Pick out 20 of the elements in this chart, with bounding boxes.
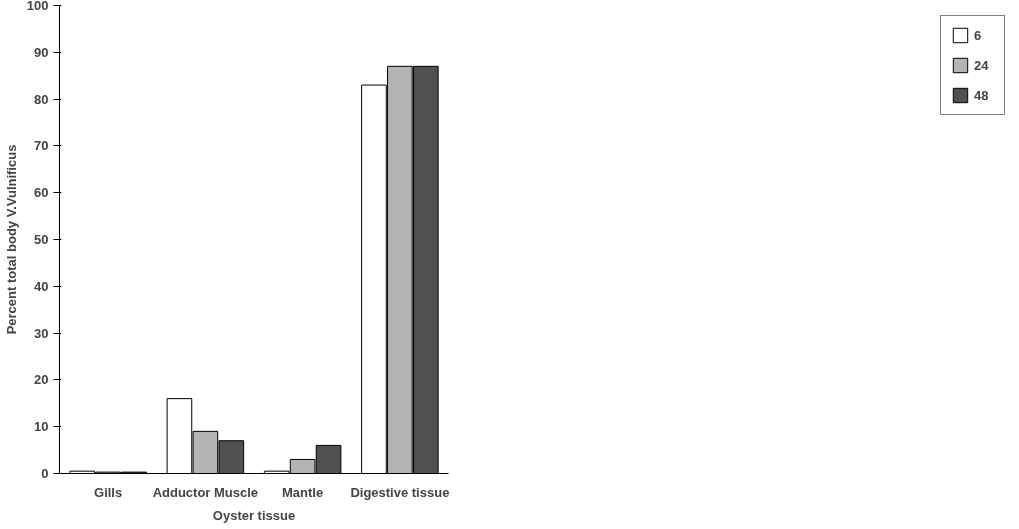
- x-tick-label: Mantle: [282, 484, 324, 500]
- y-tick-label: 0: [41, 466, 49, 481]
- legend-label: 24: [974, 57, 990, 73]
- y-tick-label: 20: [34, 372, 49, 388]
- y-tick-label: 50: [34, 232, 49, 247]
- y-tick-label: 60: [34, 185, 49, 201]
- x-tick-label: Adductor Muscle: [152, 484, 259, 500]
- y-axis-title: Percent total body V.Vulnificus: [3, 144, 19, 335]
- legend-label: 48: [974, 87, 990, 103]
- x-axis-title: Oyster tissue: [212, 507, 296, 523]
- x-tick-label: Gills: [94, 484, 123, 500]
- y-tick-label: 10: [34, 419, 49, 435]
- y-tick-label: 40: [34, 278, 49, 294]
- x-tick-label: Digestive tissue: [350, 484, 450, 500]
- y-tick-label: 90: [34, 44, 49, 60]
- y-tick-label: 80: [34, 91, 49, 107]
- y-tick-label: 70: [34, 138, 49, 154]
- legend-label: 6: [974, 27, 983, 43]
- y-tick-label: 100: [26, 0, 49, 13]
- y-tick-label: 30: [34, 325, 49, 341]
